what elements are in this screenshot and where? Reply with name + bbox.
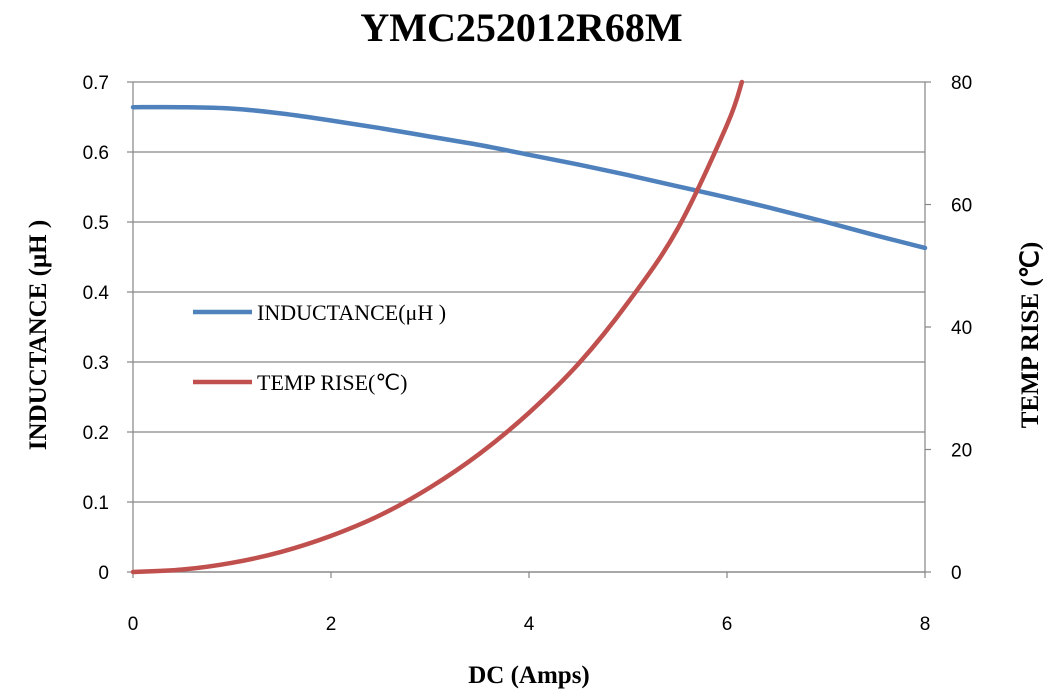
- x-tick-label: 0: [128, 614, 139, 635]
- right-axis-label: TEMP RISE (℃): [1017, 242, 1043, 428]
- right-tick-label: 40: [951, 318, 972, 339]
- x-tick-label: 6: [722, 614, 733, 635]
- left-tick-label: 0: [98, 563, 109, 584]
- x-tick-label: 2: [326, 614, 337, 635]
- x-tick-label: 4: [524, 614, 535, 635]
- left-tick-label: 0.6: [83, 143, 109, 164]
- right-tick-label: 60: [951, 196, 972, 217]
- right-tick-label: 20: [951, 441, 972, 462]
- right-axis-ticks: 0 20 40 60 80: [925, 73, 972, 584]
- series-lines: [130, 79, 928, 575]
- inductance-series-line: [130, 104, 928, 251]
- left-tick-label: 0.7: [83, 73, 109, 94]
- legend: INDUCTANCE(μH ) TEMP RISE(℃): [193, 300, 446, 395]
- left-axis-label: INDUCTANCE (μH ): [25, 220, 52, 450]
- x-tick-label: 8: [920, 614, 931, 635]
- left-axis-ticks: 0 0.1 0.2 0.3 0.4 0.5 0.6 0.7: [83, 73, 133, 584]
- left-tick-label: 0.4: [83, 283, 110, 304]
- temp-rise-series-line: [130, 79, 745, 575]
- legend-label: TEMP RISE(℃): [257, 370, 407, 395]
- x-axis-label: DC (Amps): [468, 662, 590, 689]
- x-axis-ticks: 0 2 4 6 8: [128, 572, 931, 635]
- left-tick-label: 0.5: [83, 213, 109, 234]
- right-tick-label: 0: [951, 563, 962, 584]
- right-tick-label: 80: [951, 73, 972, 94]
- left-tick-label: 0.2: [83, 423, 109, 444]
- left-tick-label: 0.1: [83, 493, 109, 514]
- chart-title: YMC252012R68M: [360, 5, 683, 50]
- legend-label: INDUCTANCE(μH ): [257, 300, 446, 325]
- left-tick-label: 0.3: [83, 353, 109, 374]
